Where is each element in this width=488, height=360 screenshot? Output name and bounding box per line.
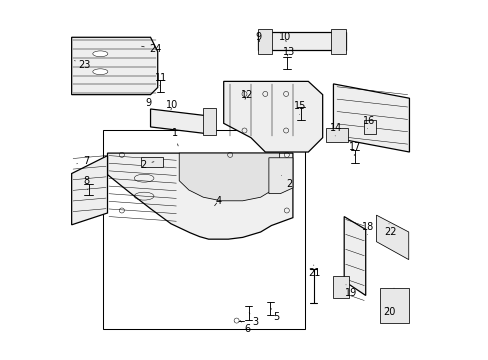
Polygon shape xyxy=(140,157,163,167)
Ellipse shape xyxy=(93,69,108,75)
Text: 7: 7 xyxy=(77,156,89,166)
Polygon shape xyxy=(330,29,345,54)
Polygon shape xyxy=(203,108,215,135)
Polygon shape xyxy=(325,128,348,142)
Text: 3: 3 xyxy=(249,313,258,327)
Polygon shape xyxy=(223,81,322,152)
Text: 20: 20 xyxy=(382,307,394,316)
Polygon shape xyxy=(150,109,210,134)
Polygon shape xyxy=(268,158,292,194)
Polygon shape xyxy=(72,37,158,95)
Polygon shape xyxy=(344,217,365,296)
Text: 11: 11 xyxy=(154,73,166,86)
Text: 9: 9 xyxy=(255,32,262,42)
Text: 6: 6 xyxy=(240,320,250,334)
Circle shape xyxy=(234,318,239,323)
Text: 2: 2 xyxy=(281,176,292,189)
Polygon shape xyxy=(379,288,408,323)
Text: 23: 23 xyxy=(74,60,90,70)
Polygon shape xyxy=(333,84,408,152)
Polygon shape xyxy=(107,153,292,239)
Polygon shape xyxy=(72,156,107,225)
Polygon shape xyxy=(258,29,272,54)
Ellipse shape xyxy=(93,51,108,57)
Text: 10: 10 xyxy=(165,100,178,111)
Polygon shape xyxy=(376,215,408,260)
Text: 5: 5 xyxy=(270,308,279,322)
Text: 10: 10 xyxy=(278,32,290,42)
Polygon shape xyxy=(333,276,348,298)
Text: 17: 17 xyxy=(348,141,361,156)
Text: 15: 15 xyxy=(294,102,306,114)
Polygon shape xyxy=(363,120,376,134)
Text: 24: 24 xyxy=(142,45,162,54)
Polygon shape xyxy=(179,153,279,201)
Text: 21: 21 xyxy=(308,265,320,278)
Text: 16: 16 xyxy=(362,116,374,129)
Text: 12: 12 xyxy=(241,90,253,100)
Text: 2: 2 xyxy=(140,159,154,170)
Bar xyxy=(102,130,305,329)
Text: 18: 18 xyxy=(361,222,374,234)
Polygon shape xyxy=(258,32,345,50)
Text: 9: 9 xyxy=(145,98,151,111)
Text: 8: 8 xyxy=(83,176,90,190)
Text: 19: 19 xyxy=(345,285,357,298)
Text: 22: 22 xyxy=(383,224,396,237)
Text: 1: 1 xyxy=(171,129,178,146)
Text: 13: 13 xyxy=(282,46,294,57)
Text: 14: 14 xyxy=(329,123,342,136)
Text: 4: 4 xyxy=(214,196,221,206)
